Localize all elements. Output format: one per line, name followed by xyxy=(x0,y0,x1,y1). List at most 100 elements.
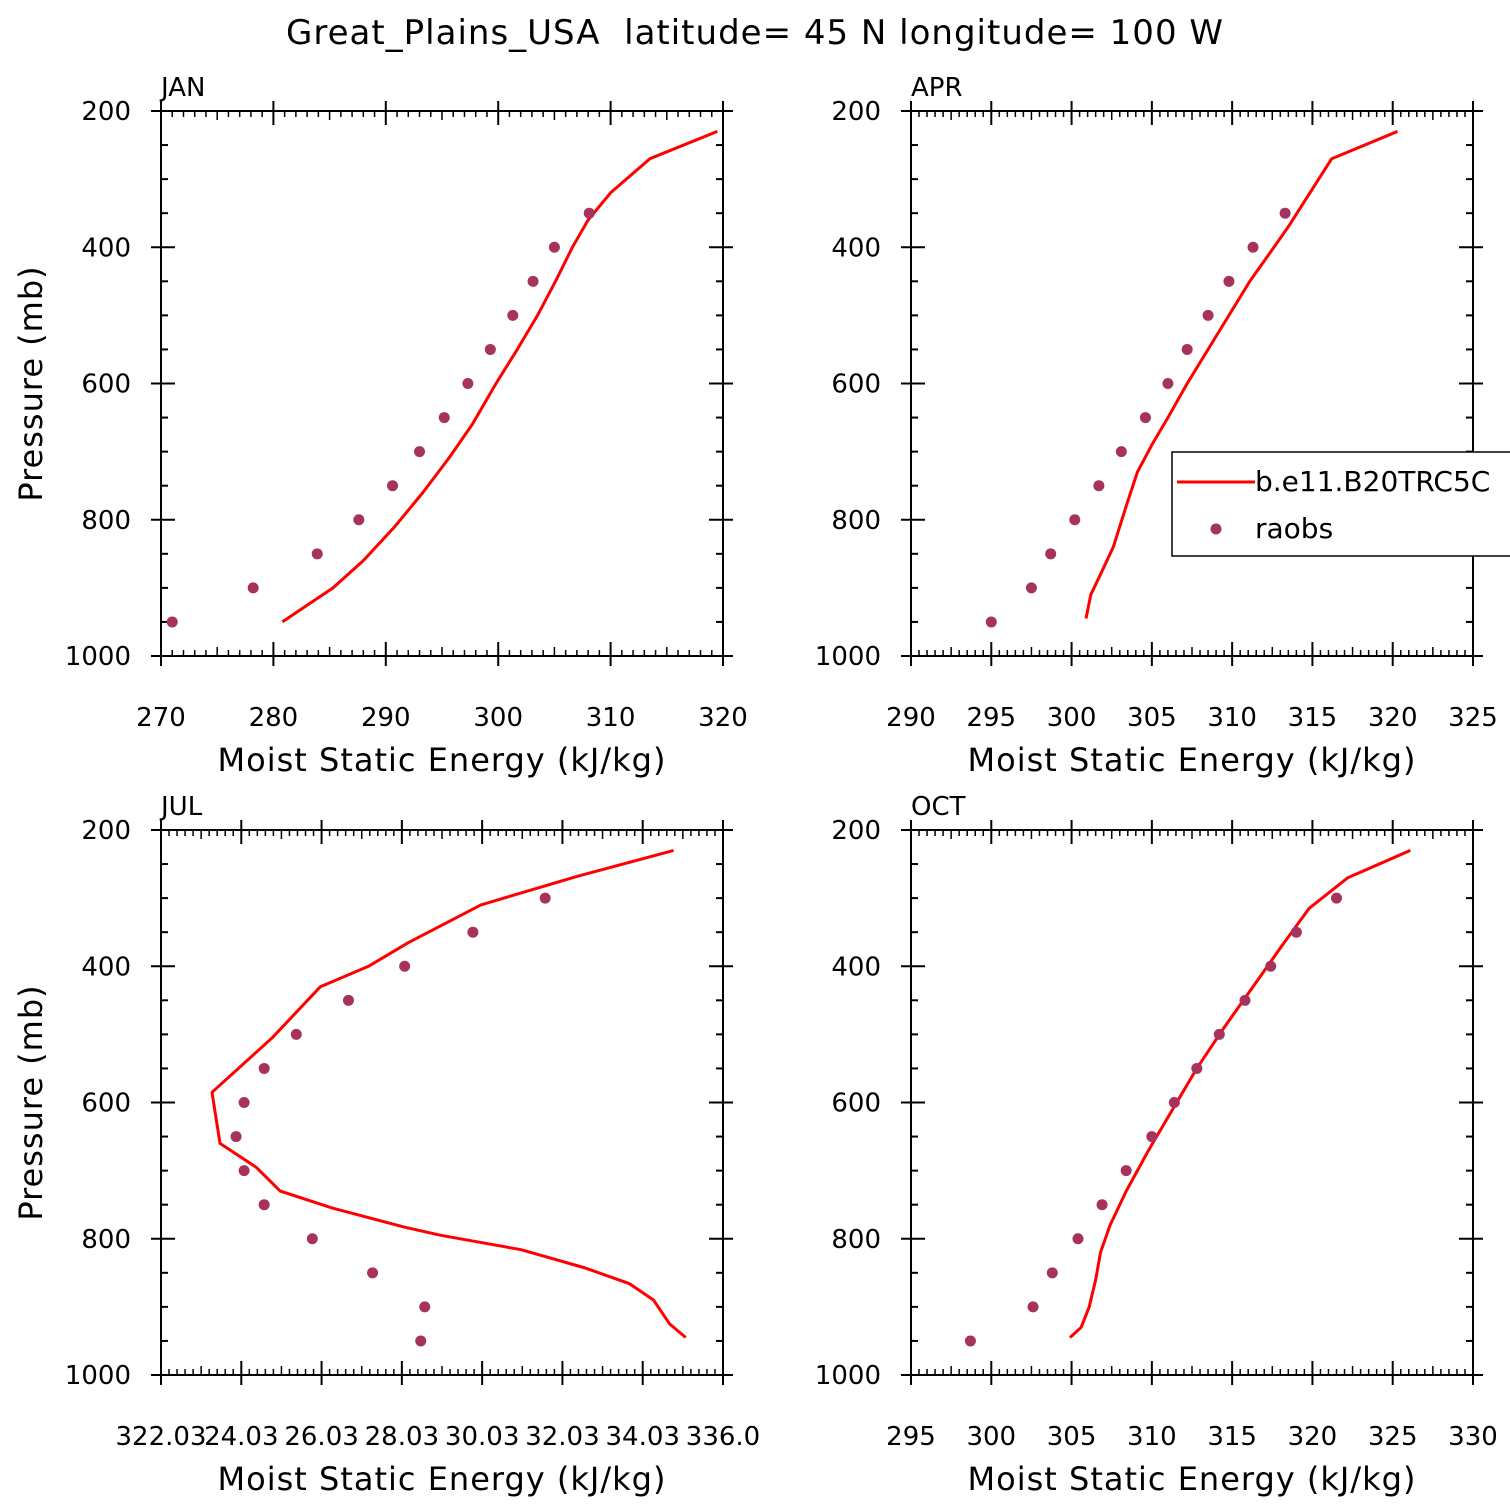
obs-point xyxy=(527,275,539,287)
obs-point xyxy=(1223,275,1235,287)
obs-point xyxy=(387,480,399,492)
x-tick-label: 32.03 xyxy=(525,1422,599,1452)
y-tick-label: 600 xyxy=(831,1089,881,1119)
obs-point xyxy=(438,412,450,424)
x-tick-label: 325 xyxy=(1368,1422,1418,1452)
y-tick-label: 800 xyxy=(831,506,881,536)
y-axis-label: Pressure (mb) xyxy=(12,265,50,501)
x-tick-label: 28.03 xyxy=(365,1422,439,1452)
obs-point xyxy=(290,1028,302,1040)
y-tick-label: 200 xyxy=(831,97,881,127)
obs-point xyxy=(419,1301,431,1313)
x-axis-label: Moist Static Energy (kJ/kg) xyxy=(218,1460,667,1498)
obs-point xyxy=(415,1335,427,1347)
y-tick-label: 200 xyxy=(81,97,131,127)
legend-box xyxy=(1171,451,1510,557)
x-tick-label: 322.03 xyxy=(116,1422,207,1452)
y-tick-label: 1000 xyxy=(815,1361,881,1391)
obs-point xyxy=(583,207,595,219)
y-tick-label: 800 xyxy=(81,506,131,536)
model-line xyxy=(1084,130,1399,619)
x-tick-label: 290 xyxy=(886,703,936,733)
obs-point xyxy=(311,548,323,560)
figure-title: Great_Plains_USA latitude= 45 N longitud… xyxy=(286,13,1224,53)
panel-oct: 200 400 600 800 1000 295 300 305 310 315 320 325 330… xyxy=(815,792,1498,1498)
y-tick-label: 600 xyxy=(81,1089,131,1119)
x-tick-label: 320 xyxy=(698,703,748,733)
obs-point xyxy=(1265,960,1277,972)
x-tick-label: 325 xyxy=(1448,703,1498,733)
obs-point xyxy=(1279,207,1291,219)
x-tick-label: 26.03 xyxy=(284,1422,358,1452)
y-tick-label: 400 xyxy=(81,952,131,982)
obs-point xyxy=(1331,892,1343,904)
x-axis-label: Moist Static Energy (kJ/kg) xyxy=(968,741,1417,779)
y-tick-label: 1000 xyxy=(815,642,881,672)
obs-point xyxy=(539,892,551,904)
obs-point xyxy=(238,1165,250,1177)
obs-point xyxy=(1191,1062,1203,1074)
x-tick-label: 34.03 xyxy=(605,1422,679,1452)
y-tick-label: 600 xyxy=(831,370,881,400)
panel-title: JUL xyxy=(159,792,203,822)
x-tick-label: 330 xyxy=(1448,1422,1498,1452)
obs-point xyxy=(462,378,474,389)
obs-point xyxy=(1146,1131,1158,1143)
obs-point xyxy=(1168,1097,1180,1108)
obs-point xyxy=(1162,378,1174,389)
obs-point xyxy=(1120,1165,1132,1177)
panel-jan: 200 400 600 800 1000 270 280 290 300 310 320 JAN Moi… xyxy=(12,73,748,779)
obs-point xyxy=(1096,1199,1108,1211)
x-tick-label: 315 xyxy=(1288,703,1338,733)
obs-point xyxy=(1072,1233,1084,1245)
x-tick-label: 300 xyxy=(473,703,523,733)
obs-point xyxy=(399,960,411,972)
y-tick-label: 600 xyxy=(81,370,131,400)
x-tick-label: 300 xyxy=(966,1422,1016,1452)
x-tick-label: 270 xyxy=(136,703,186,733)
legend-obs-marker xyxy=(1210,523,1222,535)
obs-point xyxy=(230,1131,242,1143)
obs-point xyxy=(1247,241,1259,253)
obs-point xyxy=(367,1267,379,1279)
y-tick-label: 200 xyxy=(831,816,881,846)
obs-point xyxy=(985,616,997,628)
obs-point xyxy=(548,241,560,253)
obs-point xyxy=(258,1062,270,1074)
x-tick-label: 24.03 xyxy=(204,1422,278,1452)
obs-point xyxy=(1045,548,1057,560)
y-tick-label: 1000 xyxy=(65,1361,131,1391)
y-axis-label: Pressure (mb) xyxy=(12,984,50,1220)
x-tick-label: 310 xyxy=(1207,703,1257,733)
x-tick-label: 336.0 xyxy=(686,1422,760,1452)
obs-point xyxy=(507,309,519,321)
x-tick-label: 315 xyxy=(1207,1422,1257,1452)
y-tick-label: 400 xyxy=(81,233,131,263)
panel-title: APR xyxy=(911,73,963,103)
legend: b.e11.B20TRC5C raobs xyxy=(1171,451,1510,557)
x-tick-label: 310 xyxy=(1127,1422,1177,1452)
y-tick-label: 800 xyxy=(831,1225,881,1255)
obs-point xyxy=(353,514,365,526)
obs-point xyxy=(414,446,426,458)
obs-point xyxy=(238,1097,250,1108)
obs-point xyxy=(467,926,479,938)
y-tick-label: 400 xyxy=(831,952,881,982)
x-tick-label: 30.03 xyxy=(445,1422,519,1452)
obs-point xyxy=(1139,412,1151,424)
obs-point xyxy=(258,1199,270,1211)
x-tick-label: 280 xyxy=(249,703,299,733)
obs-point xyxy=(964,1335,976,1347)
x-tick-label: 305 xyxy=(1127,703,1177,733)
obs-point xyxy=(1290,926,1302,938)
panel-apr: 200 400 600 800 1000 290 295 300 305 310 315 320 325… xyxy=(815,73,1498,779)
y-tick-label: 1000 xyxy=(65,642,131,672)
legend-model-label: b.e11.B20TRC5C xyxy=(1255,465,1490,498)
obs-point xyxy=(1069,514,1081,526)
obs-point xyxy=(1239,994,1251,1006)
x-tick-label: 295 xyxy=(966,703,1016,733)
y-tick-label: 800 xyxy=(81,1225,131,1255)
x-tick-label: 305 xyxy=(1047,1422,1097,1452)
